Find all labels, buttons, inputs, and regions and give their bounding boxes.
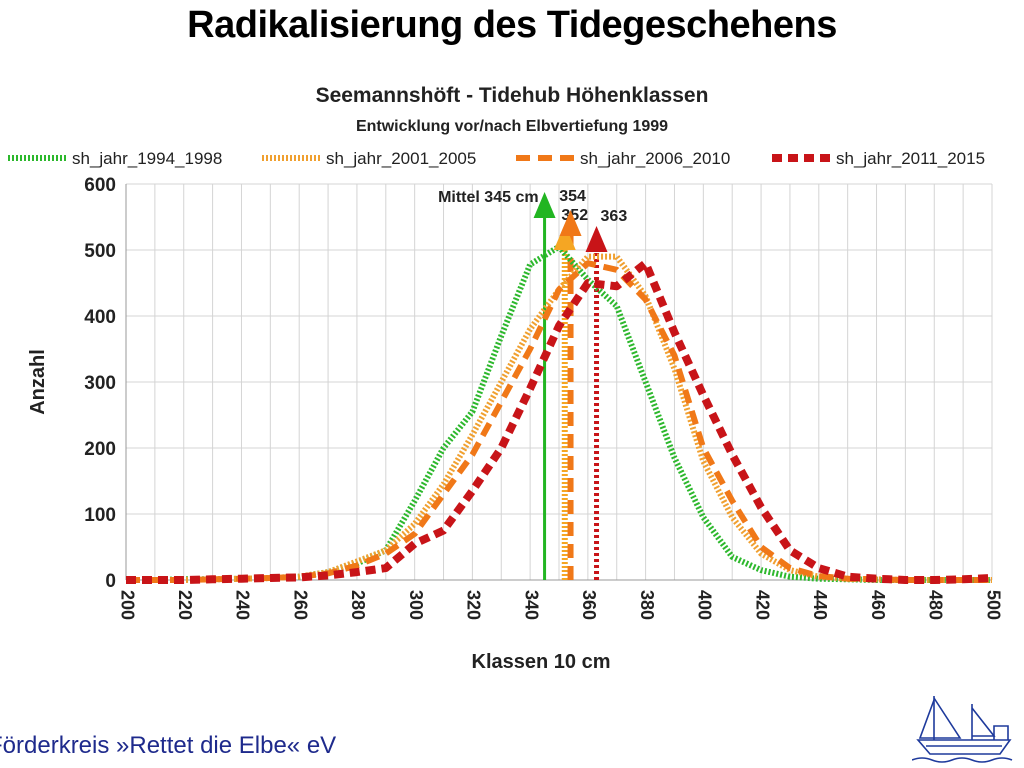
x-tick-label: 220 xyxy=(175,590,195,620)
footer-organization: Förderkreis »Rettet die Elbe« eV xyxy=(0,732,337,759)
series-line xyxy=(126,259,993,584)
x-tick-label: 400 xyxy=(695,590,715,620)
legend-label: sh_jahr_2001_2005 xyxy=(326,149,476,168)
legend-label: sh_jahr_2011_2015 xyxy=(836,149,985,168)
y-tick-label: 100 xyxy=(84,505,116,526)
x-tick-label: 360 xyxy=(579,590,599,620)
x-tick-label: 300 xyxy=(406,590,426,620)
legend-label: sh_jahr_1994_1998 xyxy=(72,149,222,168)
ship-logo-icon xyxy=(912,696,1013,763)
x-tick-label: 200 xyxy=(117,590,137,620)
mean-label: 363 xyxy=(601,208,628,225)
x-tick-label: 480 xyxy=(926,590,946,620)
x-tick-label: 380 xyxy=(637,590,657,620)
x-tick-label: 440 xyxy=(810,590,830,620)
mean-label: Mittel 345 cm xyxy=(438,189,538,206)
chart-title: Seemannshöft - Tidehub Höhenklassen xyxy=(315,84,709,107)
y-tick-label: 400 xyxy=(84,307,116,328)
y-tick-label: 600 xyxy=(84,175,116,196)
y-tick-label: 500 xyxy=(84,241,116,262)
y-tick-label: 300 xyxy=(84,373,116,394)
x-tick-label: 420 xyxy=(752,590,772,620)
mean-marker xyxy=(585,226,608,252)
chart-subtitle: Entwicklung vor/nach Elbvertiefung 1999 xyxy=(355,118,669,135)
x-tick-label: 460 xyxy=(868,590,888,620)
legend-label: sh_jahr_2006_2010 xyxy=(580,149,730,168)
x-tick-label: 260 xyxy=(290,590,310,620)
y-tick-label: 0 xyxy=(105,571,116,592)
mean-marker xyxy=(553,224,576,250)
y-axis-label: Anzahl xyxy=(27,349,49,415)
x-axis-label: Klassen 10 cm xyxy=(472,651,611,673)
y-tick-label: 200 xyxy=(84,439,116,460)
mean-marker xyxy=(559,210,582,236)
x-tick-label: 320 xyxy=(464,590,484,620)
page-title: Radikalisierung des Tidegeschehens xyxy=(187,4,837,46)
mean-marker xyxy=(533,192,556,218)
x-tick-label: 500 xyxy=(983,590,1003,620)
x-tick-label: 240 xyxy=(233,590,253,620)
mean-label: 354 xyxy=(559,188,586,205)
tidehub-chart: 0 100 200 300 400 500 600 200 220 240 260 280 300 320… xyxy=(8,149,1003,673)
x-tick-label: 340 xyxy=(521,590,541,620)
x-tick-label: 280 xyxy=(348,590,368,620)
